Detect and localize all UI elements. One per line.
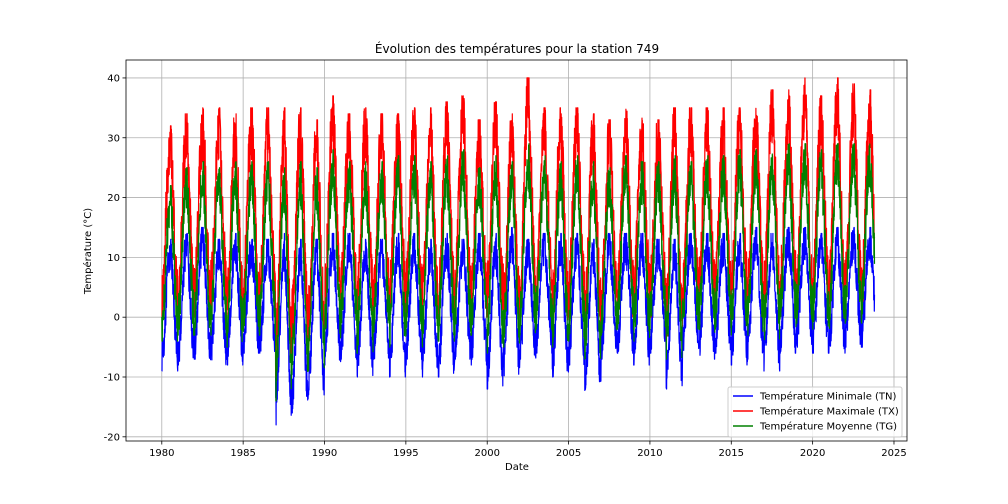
x-tick-label: 2025	[881, 448, 906, 459]
legend: Température Minimale (TN) Température Ma…	[727, 386, 903, 438]
legend-label-tg: Température Moyenne (TG)	[759, 421, 897, 433]
plot-frame	[125, 59, 908, 442]
y-tick-label: 40	[107, 73, 120, 84]
chart-title: Évolution des températures pour la stati…	[375, 41, 659, 56]
legend-label-tx: Température Maximale (TX)	[759, 406, 899, 418]
y-tick-label: 0	[114, 313, 120, 324]
x-tick-label: 2000	[474, 448, 499, 459]
x-tick-label: 2015	[719, 448, 744, 459]
x-axis: 1980 1985 1990 1995 2000 2005 2010 2015 2020 2025	[149, 441, 907, 459]
y-axis-label: Température (°C)	[82, 208, 94, 295]
y-axis: -20 -10 0 10 20 30 40	[104, 73, 126, 443]
y-tick-label: 20	[107, 193, 120, 204]
x-tick-label: 2005	[556, 448, 581, 459]
y-tick-label: 10	[107, 253, 120, 264]
y-tick-label: -20	[104, 432, 120, 443]
x-tick-label: 1985	[230, 448, 255, 459]
series-line-tn	[161, 226, 876, 426]
x-tick-label: 2010	[637, 448, 662, 459]
x-tick-label: 2020	[800, 448, 825, 459]
x-tick-label: 1980	[149, 448, 174, 459]
x-axis-label: Date	[505, 462, 529, 473]
legend-label-tn: Température Minimale (TN)	[759, 391, 897, 403]
y-tick-label: -10	[104, 373, 120, 384]
x-tick-label: 1995	[393, 448, 418, 459]
legend-box	[727, 386, 903, 438]
y-tick-label: 30	[107, 133, 120, 144]
series-layer	[161, 77, 876, 426]
x-tick-label: 1990	[312, 448, 337, 459]
series-line-tg	[161, 143, 876, 402]
